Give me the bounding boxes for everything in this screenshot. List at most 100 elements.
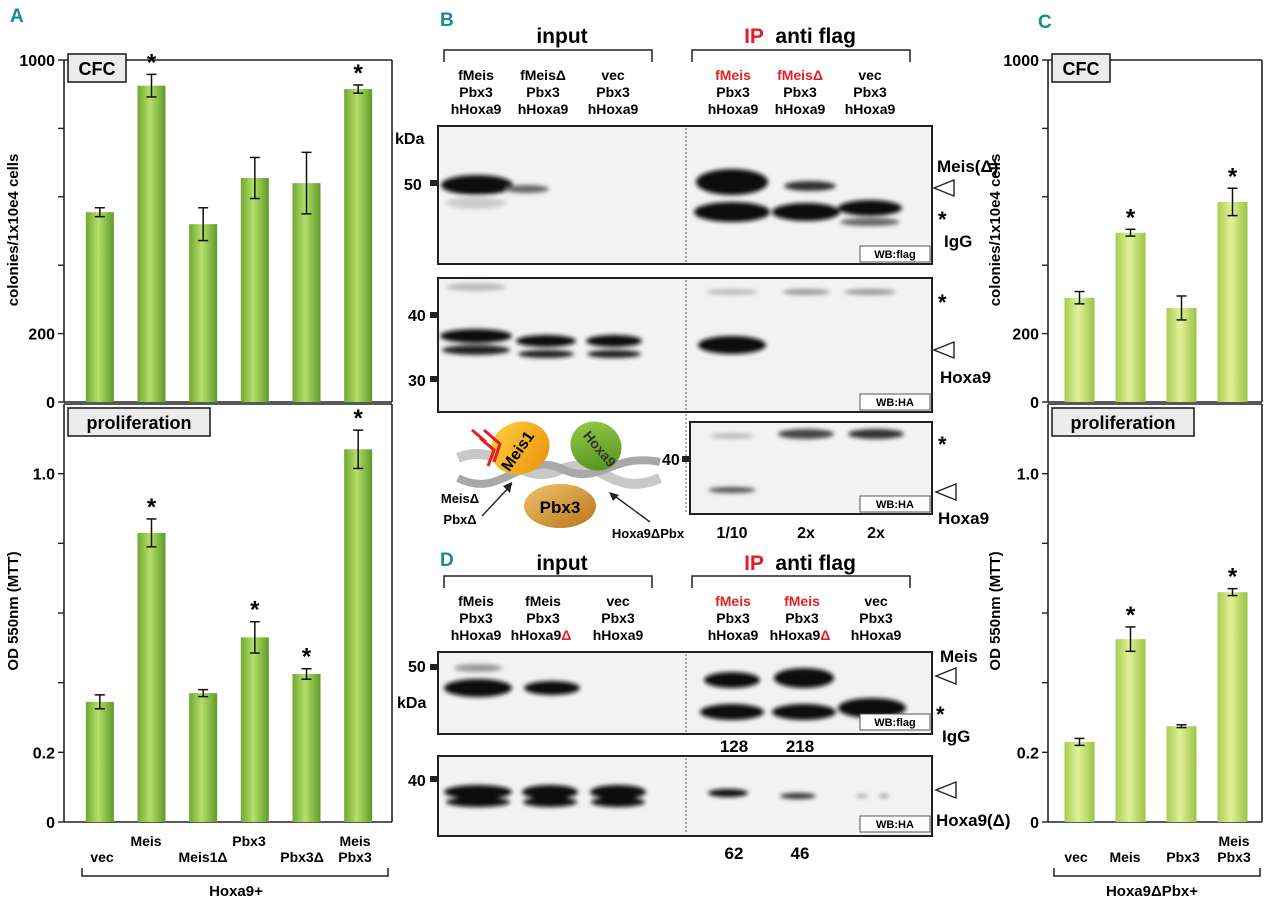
lane3-line3: hHoxa9 [588,101,639,117]
bands [708,429,904,493]
marker-tick [430,664,438,670]
significance-star: * [147,49,157,76]
hoxa9-delta-pbx-label: Hoxa9ΔPbx [612,526,685,541]
ip-lane2-line2: Pbx3 [785,610,819,626]
ip-title-ip: IP [744,25,764,48]
marker-tick [430,180,438,186]
significance-star: * [1228,163,1238,190]
lane1-line2: Pbx3 [459,610,493,626]
band [879,794,889,798]
marker-tick [430,376,438,382]
quant-flag-2: 218 [786,737,814,756]
ip-title-anti-flag: anti flag [775,552,856,575]
panel-letter-a: A [10,6,24,27]
significance-star: * [1228,564,1238,591]
panel-letter-c: C [1038,12,1052,33]
ip-lane3-line3: hHoxa9 [851,627,902,643]
ip-lane3-line3: hHoxa9 [845,101,896,117]
wb-flag-label: WB:flag [874,717,916,729]
ip-lane2-line3: hHoxa9 [775,101,826,117]
group-label-hoxa9-delta-pbx: Hoxa9ΔPbx+ [1106,883,1198,900]
ip-title-ip: IP [744,552,764,575]
chart-a-top: 0 200 1000 * * CFC colonies/1x10e4 cells [5,49,393,412]
right-annotations-b: Meis(Δ) * IgG * Hoxa9 * Hoxa9 [932,157,998,528]
lane-labels-input: fMeis Pbx3 hHoxa9 fMeisΔ Pbx3 hHoxa9 vec… [451,67,639,117]
bar [1064,741,1095,822]
band [782,289,830,295]
bar [292,673,321,822]
lane-labels-ip: fMeis Pbx3 hHoxa9 fMeisΔ Pbx3 hHoxa9 vec… [708,67,896,117]
quant-ha: 62 46 [725,844,810,863]
bar [1217,592,1248,822]
x-label-meis-line1: Meis [1218,833,1249,849]
group-label-hoxa9: Hoxa9+ [209,883,263,900]
wb-ha-label: WB:HA [876,499,914,511]
band [522,785,578,799]
bar [1166,726,1197,822]
band [774,668,834,688]
label-igg: IgG [942,727,970,746]
cfc-box [67,53,127,83]
input-title: input [536,25,587,48]
chart-a-bottom-plot: 0 0.2 1.0 * * * * [33,403,393,832]
hoxa9-protein [570,421,622,471]
ip-lane1-line1: fMeis [715,67,751,83]
proliferation-box-label: proliferation [86,413,191,433]
y-axis-title: colonies/1x10e4 cells [987,154,1004,307]
x-label-meis: Meis [1109,849,1140,865]
lane3-line3: hHoxa9 [593,627,644,643]
kda-label: kDa [397,695,426,712]
band [442,345,510,355]
blot-d-ha: WB:HA [437,755,933,837]
bar [240,637,269,822]
y-tick-label: 0 [1030,815,1039,832]
proliferation-box [67,407,211,437]
wb-ha-label-box [859,393,931,411]
ip-lane3-line2: Pbx3 [859,610,893,626]
ip-lane3-line1: vec [864,593,888,609]
bar [137,85,166,403]
x-label-meis-line1: Meis [339,833,370,849]
bar [1115,232,1146,402]
y-axis-title: OD 550nm (MTT) [5,551,22,670]
lane3-line1: vec [601,67,625,83]
band [838,698,906,718]
lane1-line3: hHoxa9 [451,627,502,643]
exposure-1: 1/10 [716,525,747,542]
arrowhead-icon [934,482,957,502]
input-title: input [536,552,587,575]
wb-flag-label-box [859,245,931,263]
ip-bracket [691,49,911,62]
band [440,329,512,343]
pbx3-diagram-label: Pbx3 [540,498,581,517]
star: * [936,702,945,727]
band [524,681,580,695]
arrowhead-icon [932,340,955,360]
label-igg: IgG [944,232,972,251]
ip-title: IP anti flag [744,25,856,48]
lane-labels-ip: fMeis Pbx3 hHoxa9 fMeis Pbx3 hHoxa9Δ vec… [708,593,902,643]
meis1-protein [490,421,550,475]
y-tick-label: 0.2 [1017,745,1039,762]
band [710,433,754,439]
x-label-meis1delta: Meis1Δ [179,849,228,865]
exposure-2: 2x [797,525,815,542]
ip-lane2-line2: Pbx3 [783,84,817,100]
y-tick-label: 1.0 [1017,467,1039,484]
x-label-vec: vec [90,849,114,865]
x-label-pbx3: Pbx3 [232,833,266,849]
ip-lane1-line1: fMeis [715,593,751,609]
complex-diagram: Meis1 Hoxa9 Pbx3 MeisΔ PbxΔ Hoxa9ΔPbx [441,421,685,541]
lane2-line3-text: hHoxa9 [511,627,562,643]
band [444,679,512,697]
y-axis-title: OD 550nm (MTT) [987,551,1004,670]
quant-flag: 128 218 [720,737,814,756]
lane1-line3: hHoxa9 [451,101,502,117]
meis-delta-label: MeisΔ [441,491,479,506]
band [706,289,758,295]
ip-lane2-delta: Δ [820,627,830,643]
band [523,797,577,807]
significance-star: * [250,597,260,624]
ip-lane2-line1: fMeisΔ [777,67,823,83]
y-tick-label: 1000 [19,53,55,70]
